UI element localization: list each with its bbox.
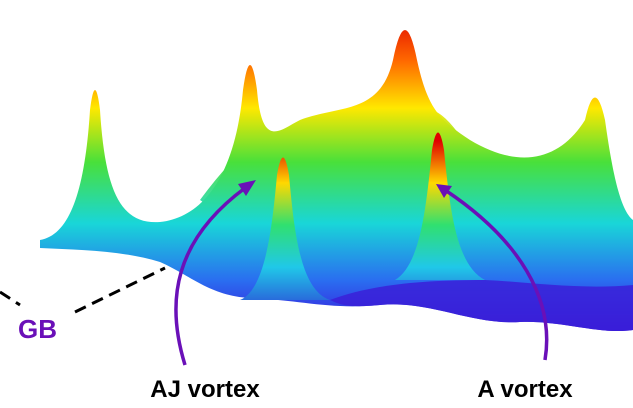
a-vortex-label: A vortex xyxy=(477,376,573,403)
figure: GB AJ vortex A vortex xyxy=(0,0,633,408)
gb-line xyxy=(0,268,165,312)
gb-label: GB xyxy=(18,314,57,344)
aj-vortex-label: AJ vortex xyxy=(150,376,260,403)
